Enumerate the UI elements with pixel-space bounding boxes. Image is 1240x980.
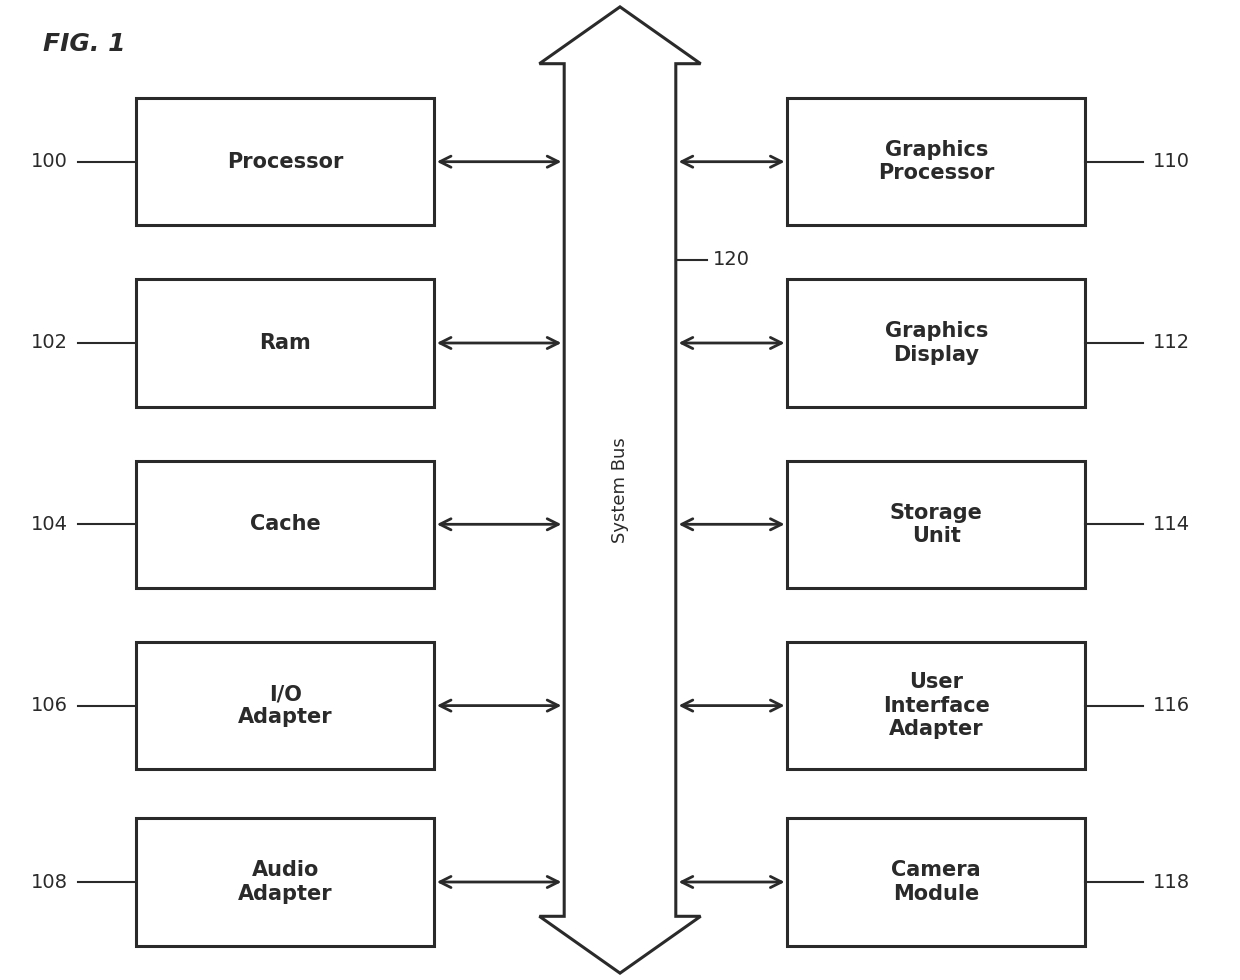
Text: 114: 114 xyxy=(1153,514,1190,534)
Text: Graphics
Processor: Graphics Processor xyxy=(878,140,994,183)
Text: Cache: Cache xyxy=(249,514,321,534)
FancyBboxPatch shape xyxy=(136,98,434,225)
Text: 104: 104 xyxy=(31,514,68,534)
Text: Storage
Unit: Storage Unit xyxy=(890,503,982,546)
Text: Processor: Processor xyxy=(227,152,343,172)
FancyBboxPatch shape xyxy=(136,642,434,769)
FancyBboxPatch shape xyxy=(787,98,1085,225)
Text: FIG. 1: FIG. 1 xyxy=(43,32,126,56)
Text: I/O
Adapter: I/O Adapter xyxy=(238,684,332,727)
FancyBboxPatch shape xyxy=(787,279,1085,407)
FancyBboxPatch shape xyxy=(136,461,434,588)
Polygon shape xyxy=(539,7,701,973)
Text: 102: 102 xyxy=(31,333,68,353)
Text: Ram: Ram xyxy=(259,333,311,353)
Text: 118: 118 xyxy=(1153,872,1190,892)
Text: 116: 116 xyxy=(1153,696,1190,715)
Text: 106: 106 xyxy=(31,696,68,715)
FancyBboxPatch shape xyxy=(787,461,1085,588)
Text: System Bus: System Bus xyxy=(611,437,629,543)
Text: 100: 100 xyxy=(31,152,68,172)
Text: Graphics
Display: Graphics Display xyxy=(884,321,988,365)
Text: User
Interface
Adapter: User Interface Adapter xyxy=(883,672,990,739)
FancyBboxPatch shape xyxy=(136,279,434,407)
Text: Camera
Module: Camera Module xyxy=(892,860,981,904)
Text: 108: 108 xyxy=(31,872,68,892)
Text: 112: 112 xyxy=(1153,333,1190,353)
FancyBboxPatch shape xyxy=(787,818,1085,946)
FancyBboxPatch shape xyxy=(787,642,1085,769)
Text: Audio
Adapter: Audio Adapter xyxy=(238,860,332,904)
FancyBboxPatch shape xyxy=(136,818,434,946)
Text: 110: 110 xyxy=(1153,152,1190,172)
Text: 120: 120 xyxy=(713,250,750,270)
